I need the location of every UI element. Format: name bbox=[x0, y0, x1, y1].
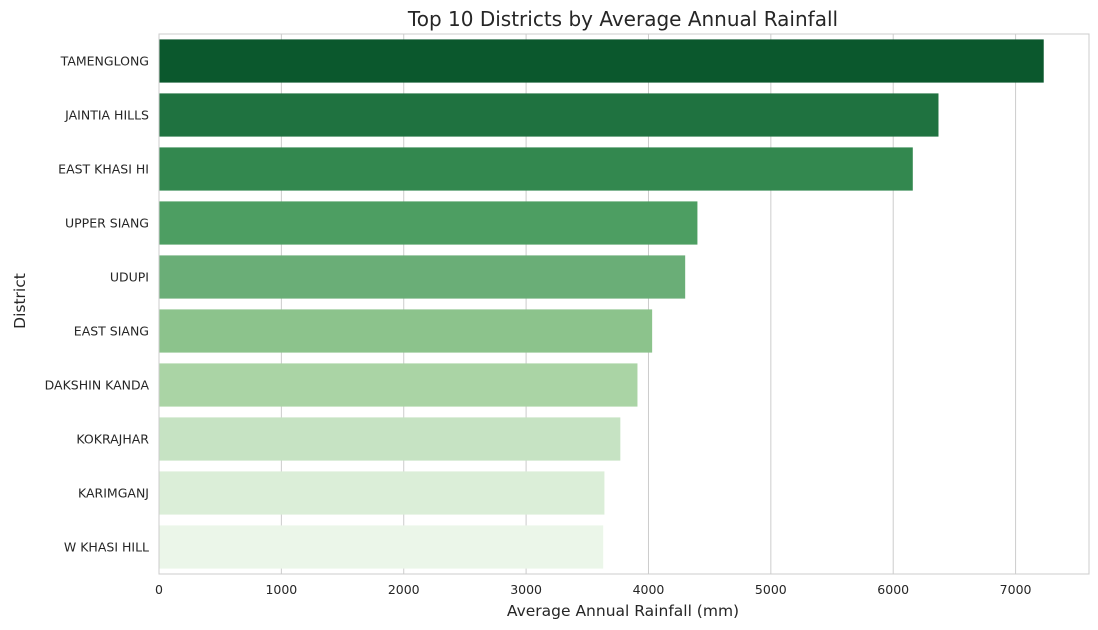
y-tick-label: EAST KHASI HI bbox=[58, 162, 149, 177]
plot-frame bbox=[158, 33, 1090, 575]
y-tick-label: JAINTIA HILLS bbox=[64, 108, 149, 123]
bar bbox=[159, 147, 913, 191]
x-tick-label: 1000 bbox=[265, 582, 297, 597]
x-tick-label: 4000 bbox=[633, 582, 665, 597]
y-tick-labels: TAMENGLONG JAINTIA HILLS EAST KHASI HI UPPE… bbox=[45, 54, 150, 555]
bar bbox=[159, 417, 621, 461]
bar bbox=[159, 39, 1044, 83]
x-tick-label: 3000 bbox=[510, 582, 542, 597]
bar bbox=[159, 525, 604, 569]
y-tick-label: KOKRAJHAR bbox=[76, 432, 149, 447]
bar bbox=[159, 93, 939, 137]
y-tick-label: EAST SIANG bbox=[74, 324, 149, 339]
x-tick-label: 0 bbox=[155, 582, 163, 597]
y-tick-label: TAMENGLONG bbox=[60, 54, 149, 69]
x-axis-label: Average Annual Rainfall (mm) bbox=[507, 602, 739, 620]
bar bbox=[159, 201, 698, 245]
bar bbox=[159, 255, 686, 299]
y-tick-label: W KHASI HILL bbox=[64, 540, 149, 555]
x-tick-label: 5000 bbox=[755, 582, 787, 597]
y-tick-label: UPPER SIANG bbox=[65, 216, 149, 231]
bar bbox=[159, 309, 653, 353]
x-tick-label: 6000 bbox=[877, 582, 909, 597]
bars bbox=[159, 39, 1044, 569]
y-tick-label: DAKSHIN KANDA bbox=[45, 378, 150, 393]
x-tick-labels: 0 1000 2000 3000 4000 5000 6000 7000 bbox=[155, 582, 1032, 597]
x-tick-label: 7000 bbox=[1000, 582, 1032, 597]
y-axis-label: District bbox=[11, 273, 29, 329]
bar bbox=[159, 363, 638, 407]
y-tick-label: KARIMGANJ bbox=[78, 486, 149, 501]
x-tick-label: 2000 bbox=[388, 582, 420, 597]
chart-title: Top 10 Districts by Average Annual Rainf… bbox=[407, 7, 838, 31]
bar bbox=[159, 471, 605, 515]
y-tick-label: UDUPI bbox=[110, 270, 149, 285]
